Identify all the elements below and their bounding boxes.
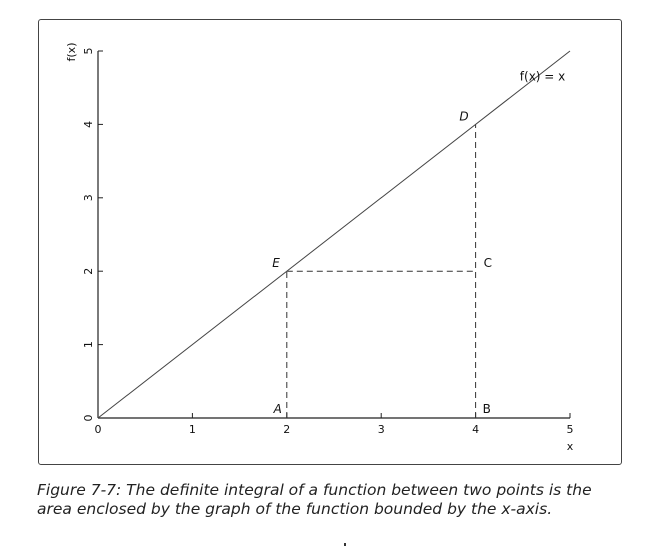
- figure-caption: Figure 7-7: The definite integral of a f…: [37, 481, 627, 519]
- y-tick-label-0: 0: [82, 415, 95, 422]
- y-tick-label-4: 4: [82, 121, 95, 128]
- series-line-0: [98, 51, 570, 418]
- page-mark: [344, 543, 346, 546]
- y-tick-label-2: 2: [82, 268, 95, 275]
- y-axis-title: f(x): [65, 43, 78, 62]
- point-label-B: B: [483, 402, 491, 416]
- point-label-E: E: [272, 256, 280, 270]
- y-tick-label-5: 5: [82, 48, 95, 55]
- point-label-A: A: [273, 402, 282, 416]
- y-tick-label-1: 1: [82, 341, 95, 348]
- y-tick-label-3: 3: [82, 194, 95, 201]
- x-axis-title: x: [567, 440, 574, 453]
- x-tick-label-1: 1: [189, 423, 196, 436]
- x-tick-label-0: 0: [95, 423, 102, 436]
- x-tick-label-5: 5: [567, 423, 574, 436]
- point-label-D: D: [459, 109, 468, 123]
- series: [98, 51, 570, 418]
- point-label-C: C: [484, 256, 492, 270]
- dashed-guides: [287, 124, 476, 418]
- x-tick-label-3: 3: [378, 423, 385, 436]
- curve-label: f(x) = x: [520, 69, 565, 83]
- point-labels: f(x) = x A B C D E: [272, 69, 565, 416]
- x-tick-label-2: 2: [283, 423, 290, 436]
- x-tick-label-4: 4: [472, 423, 479, 436]
- ticks: 0 1 2 3 4 5 0 1 2 3 4 5 x f(x): [65, 43, 574, 453]
